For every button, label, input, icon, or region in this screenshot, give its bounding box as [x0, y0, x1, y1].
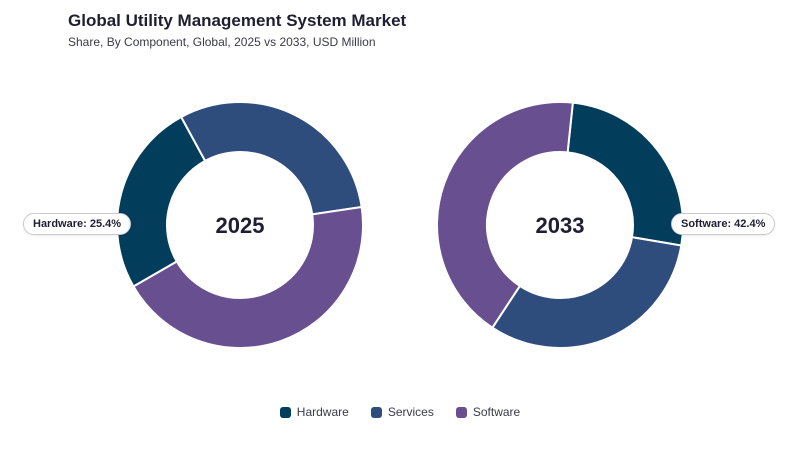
legend: Hardware Services Software — [0, 405, 800, 419]
slice-software-2033[interactable] — [436, 101, 574, 330]
legend-swatch — [279, 406, 291, 418]
legend-item-software[interactable]: Software — [455, 405, 521, 419]
legend-swatch — [370, 406, 382, 418]
slice-software-2025[interactable] — [132, 205, 364, 350]
slice-services-2025[interactable] — [179, 101, 363, 216]
callout-software-2033: Software: 42.4% — [671, 213, 776, 235]
legend-label: Software — [472, 405, 521, 419]
callout-text: Software: 42.4% — [681, 218, 766, 230]
slice-services-2033[interactable] — [490, 236, 683, 349]
legend-label: Services — [387, 405, 434, 419]
center-year-label: 2033 — [536, 213, 585, 238]
callout-hardware-2025: Hardware: 25.4% — [23, 213, 132, 235]
slice-hardware-2033[interactable] — [566, 101, 684, 247]
slice-hardware-2025[interactable] — [116, 115, 207, 288]
center-year-label: 2025 — [216, 213, 265, 238]
legend-swatch — [455, 406, 467, 418]
legend-label: Hardware — [296, 405, 349, 419]
chart-title: Global Utility Management System Market — [68, 11, 407, 30]
legend-item-services[interactable]: Services — [370, 405, 434, 419]
callout-text: Hardware: 25.4% — [33, 218, 122, 230]
legend-item-hardware[interactable]: Hardware — [279, 405, 349, 419]
chart-subtitle: Share, By Component, Global, 2025 vs 203… — [68, 35, 376, 49]
